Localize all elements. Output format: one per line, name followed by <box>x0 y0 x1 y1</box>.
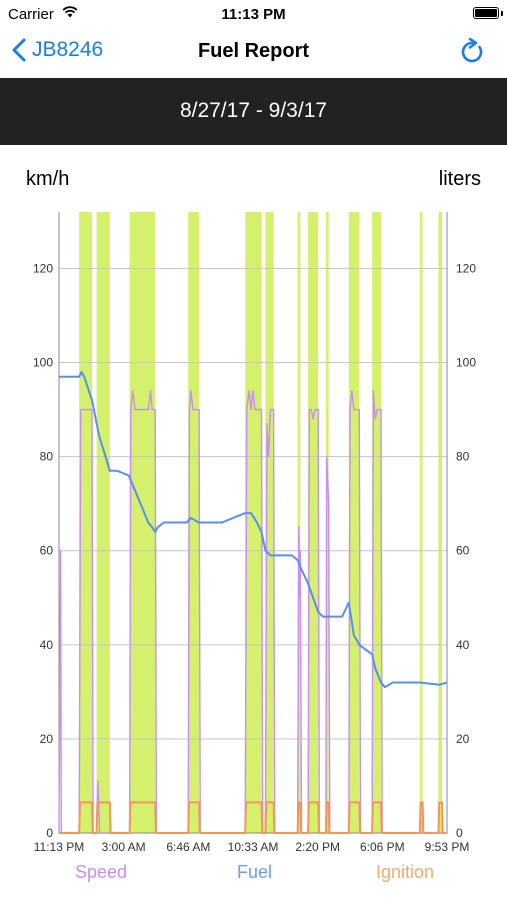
ignition-band <box>96 212 110 833</box>
ignition-band <box>297 212 301 833</box>
fuel-series-line <box>59 371 448 689</box>
back-button[interactable]: JB8246 <box>12 38 103 62</box>
x-tick-label: 6:06 PM <box>360 840 405 854</box>
x-tick-label: 10:33 AM <box>228 840 279 854</box>
fuel-chart[interactable]: 0 0 20 20 40 40 60 60 80 80 100 100 120 120 11:13 PM 3:… <box>0 200 507 860</box>
ignition-band <box>348 212 360 833</box>
x-tick-label: 3:00 AM <box>102 840 146 854</box>
ignition-band <box>372 212 382 833</box>
chevron-left-icon <box>12 38 26 62</box>
ignition-band <box>308 212 319 833</box>
y-tick-label-right: 60 <box>456 544 470 558</box>
ignition-band <box>265 212 274 833</box>
y-tick-label-right: 80 <box>456 450 470 464</box>
back-button-label: JB8246 <box>32 38 104 61</box>
ignition-band <box>129 212 156 833</box>
y-tick-label-right: 20 <box>456 732 470 746</box>
ignition-band <box>188 212 200 833</box>
navigation-bar: JB8246 Fuel Report <box>0 28 507 78</box>
battery-icon <box>473 7 499 19</box>
left-axis-unit: km/h <box>26 168 70 190</box>
y-tick-label-right: 0 <box>456 826 463 840</box>
ignition-band <box>325 212 329 833</box>
wifi-icon <box>62 6 78 18</box>
x-tick-label: 6:46 AM <box>166 840 210 854</box>
y-tick-label-right: 100 <box>456 356 476 370</box>
x-tick-label: 2:20 PM <box>295 840 340 854</box>
ignition-band <box>79 212 92 833</box>
ignition-band <box>419 212 423 833</box>
date-range-bar[interactable]: 8/27/17 - 9/3/17 <box>0 78 507 145</box>
y-tick-label-left: 60 <box>40 544 54 558</box>
carrier-label: Carrier <box>8 6 54 23</box>
legend-fuel: Fuel <box>237 862 273 882</box>
right-axis-unit: liters <box>438 168 481 190</box>
y-tick-label-left: 100 <box>33 356 53 370</box>
y-tick-label-right: 40 <box>456 638 470 652</box>
y-tick-label-right: 120 <box>456 261 476 275</box>
date-range-label: 8/27/17 - 9/3/17 <box>179 99 328 122</box>
y-tick-label-left: 120 <box>33 261 53 275</box>
x-tick-label: 9:53 PM <box>425 840 470 854</box>
y-tick-label-left: 20 <box>40 732 54 746</box>
status-time: 11:13 PM <box>221 6 286 23</box>
ignition-band <box>245 212 262 833</box>
status-bar: Carrier 11:13 PM <box>0 0 507 28</box>
ignition-series-line <box>59 801 447 834</box>
y-tick-label-left: 40 <box>40 638 54 652</box>
refresh-icon[interactable] <box>459 38 485 66</box>
legend-speed: Speed <box>75 862 128 882</box>
y-tick-label-left: 0 <box>46 826 53 840</box>
x-tick-label: 11:13 PM <box>34 840 84 854</box>
ignition-band <box>438 212 442 833</box>
y-tick-label-left: 80 <box>40 450 54 464</box>
battery-tip <box>501 11 503 16</box>
legend-ignition: Ignition <box>376 862 435 882</box>
page-title: Fuel Report <box>197 40 310 62</box>
